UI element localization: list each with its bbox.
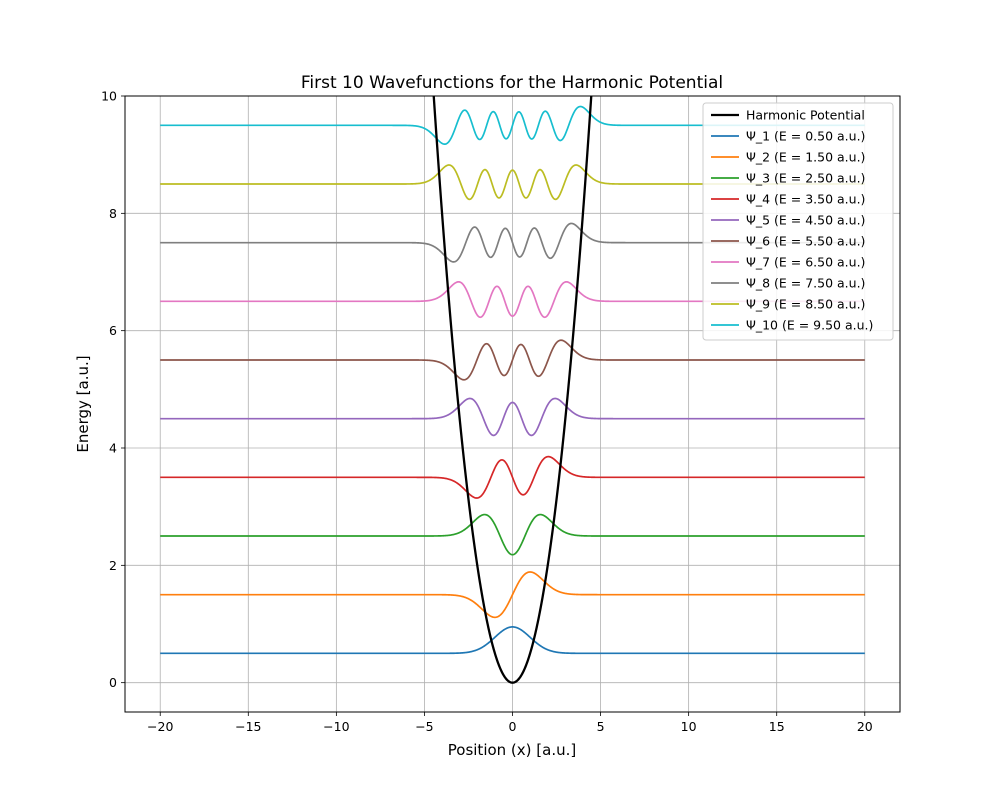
axis-ticks: −20 −15 −10 −5 0 5 10 15 20 0 2 4 6 8 10 xyxy=(101,89,873,735)
legend-label: Ψ_9 (E = 8.50 a.u.) xyxy=(746,297,865,312)
x-tick-label: 20 xyxy=(857,719,873,734)
legend-label: Ψ_6 (E = 5.50 a.u.) xyxy=(746,234,865,249)
x-tick-label: 10 xyxy=(681,719,697,734)
plot-curves xyxy=(160,96,865,684)
x-tick-label: −5 xyxy=(415,719,433,734)
y-tick-label: 4 xyxy=(109,441,117,456)
y-tick-label: 8 xyxy=(109,206,117,221)
x-tick-label: 0 xyxy=(509,719,517,734)
x-tick-label: −20 xyxy=(147,719,173,734)
legend-label: Ψ_7 (E = 6.50 a.u.) xyxy=(746,255,865,270)
y-tick-label: 2 xyxy=(109,558,117,573)
harmonic-potential-line xyxy=(432,96,593,684)
x-tick-label: −10 xyxy=(323,719,349,734)
wavefunction-line-5 xyxy=(160,397,865,437)
legend-box xyxy=(702,102,894,341)
legend-label: Ψ_10 (E = 9.50 a.u.) xyxy=(746,318,873,333)
x-tick-label: 15 xyxy=(769,719,785,734)
wavefunction-line-3 xyxy=(160,513,865,556)
legend-label: Ψ_3 (E = 2.50 a.u.) xyxy=(746,171,865,186)
legend-label: Harmonic Potential xyxy=(746,108,865,123)
legend-label: Ψ_8 (E = 7.50 a.u.) xyxy=(746,276,865,291)
y-tick-label: 0 xyxy=(109,675,117,690)
legend-label: Ψ_2 (E = 1.50 a.u.) xyxy=(746,150,865,165)
x-tick-label: −15 xyxy=(235,719,261,734)
y-tick-label: 10 xyxy=(101,89,117,104)
legend: Harmonic Potential Ψ_1 (E = 0.50 a.u.) Ψ_2… xyxy=(702,102,894,341)
y-tick-label: 6 xyxy=(109,323,117,338)
x-axis-label: Position (x) [a.u.] xyxy=(448,741,576,759)
legend-label: Ψ_1 (E = 0.50 a.u.) xyxy=(746,129,865,144)
legend-label: Ψ_5 (E = 4.50 a.u.) xyxy=(746,213,865,228)
chart-title: First 10 Wavefunctions for the Harmonic … xyxy=(301,73,723,93)
wavefunction-line-6 xyxy=(160,339,865,381)
wavefunction-line-4 xyxy=(160,455,865,499)
legend-label: Ψ_4 (E = 3.50 a.u.) xyxy=(746,192,865,207)
wavefunction-line-2 xyxy=(160,571,865,619)
y-axis-label: Energy [a.u.] xyxy=(74,355,92,452)
wavefunction-line-1 xyxy=(160,626,865,655)
x-tick-label: 5 xyxy=(597,719,605,734)
